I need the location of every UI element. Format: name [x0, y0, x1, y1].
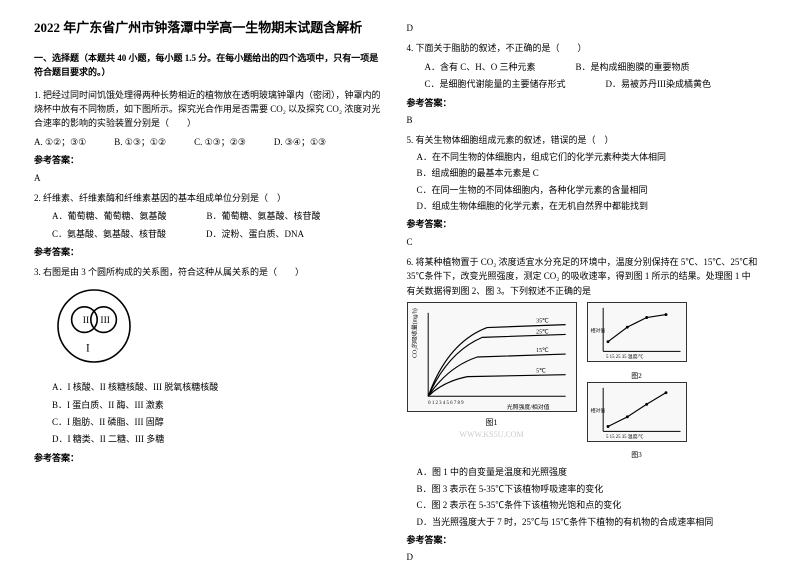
svg-text:35℃: 35℃ [536, 319, 549, 325]
venn-ii: II [83, 315, 89, 326]
svg-text:25℃: 25℃ [536, 330, 549, 336]
question-1: 1. 把经过同时间饥饿处理得两种长势相近的植物放在透明玻璃钟罩内（密闭），钟罩内… [34, 88, 387, 185]
question-5: 5. 有关生物体细胞组成元素的叙述，错误的是（ ） A．在不同生物的体细胞内，组… [407, 133, 760, 249]
question-4: 4. 下面关于脂肪的叙述，不正确的是（ ） A．含有 C、H、O 三种元素 B．… [407, 41, 760, 127]
q2-opt-c: C．氨基酸、氨基酸、核苷酸 [52, 227, 166, 241]
svg-text:5℃: 5℃ [536, 369, 546, 375]
answer-label: 参考答案： [34, 245, 387, 259]
svg-text:15℃: 15℃ [536, 348, 549, 354]
q6-options: A．图 1 中的自变量是温度和光照强度 B．图 3 表示在 5-35℃下该植物呼… [417, 465, 760, 529]
answer-label: 参考答案： [407, 96, 760, 110]
venn-iii: III [100, 315, 110, 326]
q5-text: 5. 有关生物体细胞组成元素的叙述，错误的是（ ） [407, 133, 760, 147]
svg-text:0 1 2 3 4 5 6 7 8 9: 0 1 2 3 4 5 6 7 8 9 [428, 401, 464, 406]
watermark: WWW.KS5U.COM [407, 429, 577, 442]
chart-3-svg: 相对值 5 15 25 35 温度/℃ [587, 382, 687, 442]
q3-text: 3. 右图是由 3 个圆所构成的关系图，符合这种从属关系的是（ ） [34, 265, 387, 279]
q1-opt-a: A. ①②；③① [34, 135, 86, 149]
q5-opt-b: B．组成细胞的最基本元素是 C [417, 166, 760, 180]
q6-text: 6. 将某种植物置于 CO₂ 浓度适宜水分充足的环境中，温度分别保持在 5℃、1… [407, 255, 760, 298]
section-1-header: 一、选择题（本题共 40 小题，每小题 1.5 分。在每小题给出的四个选项中，只… [34, 51, 387, 80]
q4-opt-d: D．易被苏丹III染成橘黄色 [606, 77, 712, 91]
q5-answer: C [407, 235, 760, 249]
q6-opt-c: C．图 2 表示在 5-35℃条件下该植物光饱和点的变化 [417, 498, 760, 512]
fig2-label: 图2 [587, 371, 687, 382]
q1-answer: A [34, 171, 387, 185]
chart-2-svg: 相对值 5 15 25 35 温度/℃ [587, 302, 687, 362]
q4-options: A．含有 C、H、O 三种元素 B．是构成细胞膜的重要物质 C．是细胞代谢能量的… [425, 60, 760, 92]
svg-text:5 15 25 35 温度/℃: 5 15 25 35 温度/℃ [606, 433, 644, 440]
q2-opt-a: A．葡萄糖、葡萄糖、氨基酸 [52, 209, 167, 223]
svg-text:相对值: 相对值 [590, 327, 605, 334]
right-column: D 4. 下面关于脂肪的叙述，不正确的是（ ） A．含有 C、H、O 三种元素 … [397, 18, 770, 543]
answer-label: 参考答案： [407, 217, 760, 231]
q1-text: 1. 把经过同时间饥饿处理得两种长势相近的植物放在透明玻璃钟罩内（密闭），钟罩内… [34, 88, 387, 131]
q5-opt-c: C．在同一生物的不同体细胞内，各种化学元素的含量相同 [417, 183, 760, 197]
fig3-label: 图3 [587, 450, 687, 461]
q2-options: A．葡萄糖、葡萄糖、氨基酸 B．葡萄糖、氨基酸、核苷酸 C．氨基酸、氨基酸、核苷… [52, 209, 387, 241]
q3-answer: D [407, 21, 760, 35]
exam-title: 2022 年广东省广州市钟落潭中学高一生物期末试题含解析 [34, 18, 387, 39]
chart-1-svg: CO₂的吸收量(mg/h) 35℃ 25℃ 15℃ 5℃ 0 1 2 3 4 5… [407, 302, 577, 412]
q4-opt-b: B．是构成细胞膜的重要物质 [576, 60, 690, 74]
q6-opt-a: A．图 1 中的自变量是温度和光照强度 [417, 465, 760, 479]
chart-side-figures: 相对值 5 15 25 35 温度/℃ 图2 相对值 5 15 [587, 302, 687, 461]
answer-label: 参考答案： [34, 153, 387, 167]
q1-opt-d: D. ③④；①③ [274, 135, 326, 149]
answer-label: 参考答案： [34, 451, 387, 465]
q2-opt-b: B．葡萄糖、氨基酸、核苷酸 [207, 209, 321, 223]
q5-opt-d: D．组成生物体细胞的化学元素，在无机自然界中都能找到 [417, 199, 760, 213]
q3-opt-a: A．I 核酸、II 核糖核酸、III 脱氧核糖核酸 [52, 380, 387, 394]
q3-options: A．I 核酸、II 核糖核酸、III 脱氧核糖核酸 B．I 蛋白质、II 酶、I… [52, 380, 387, 447]
q6-opt-b: B．图 3 表示在 5-35℃下该植物呼吸速率的变化 [417, 482, 760, 496]
venn-i: I [86, 342, 90, 354]
answer-label: 参考答案： [407, 533, 760, 547]
q2-opt-d: D．淀粉、蛋白质、DNA [206, 227, 304, 241]
q4-opt-a: A．含有 C、H、O 三种元素 [425, 60, 536, 74]
question-6: 6. 将某种植物置于 CO₂ 浓度适宜水分充足的环境中，温度分别保持在 5℃、1… [407, 255, 760, 565]
q6-answer: D [407, 550, 760, 564]
q6-opt-d: D．当光照强度大于 7 时，25℃与 15℃条件下植物的有机物的合成速率相同 [417, 515, 760, 529]
q5-options: A．在不同生物的体细胞内，组成它们的化学元素种类大体相同 B．组成细胞的最基本元… [417, 150, 760, 214]
svg-text:CO₂的吸收量(mg/h): CO₂的吸收量(mg/h) [410, 308, 418, 358]
q1-opt-c: C. ①③；②③ [194, 135, 246, 149]
q5-opt-a: A．在不同生物的体细胞内，组成它们的化学元素种类大体相同 [417, 150, 760, 164]
q4-text: 4. 下面关于脂肪的叙述，不正确的是（ ） [407, 41, 760, 55]
q3-opt-c: C．I 脂肪、II 磷脂、III 固醇 [52, 415, 387, 429]
q2-text: 2. 纤维素、纤维素酶和纤维素基因的基本组成单位分别是（ ） [34, 191, 387, 205]
q4-answer: B [407, 113, 760, 127]
svg-text:5 15 25 35 温度/℃: 5 15 25 35 温度/℃ [606, 353, 644, 360]
svg-text:光照强度/相对值: 光照强度/相对值 [506, 403, 549, 411]
question-2: 2. 纤维素、纤维素酶和纤维素基因的基本组成单位分别是（ ） A．葡萄糖、葡萄糖… [34, 191, 387, 260]
q1-options: A. ①②；③① B. ①③；①② C. ①③；②③ D. ③④；①③ [34, 135, 387, 149]
q3-opt-d: D．I 糖类、II 二糖、III 多糖 [52, 432, 387, 446]
fig1-label: 图1 [407, 417, 577, 430]
q4-opt-c: C．是细胞代谢能量的主要储存形式 [425, 77, 566, 91]
question-3: 3. 右图是由 3 个圆所构成的关系图，符合这种从属关系的是（ ） II III… [34, 265, 387, 465]
q3-opt-b: B．I 蛋白质、II 酶、III 激素 [52, 398, 387, 412]
svg-text:相对值: 相对值 [590, 407, 605, 414]
q6-charts: CO₂的吸收量(mg/h) 35℃ 25℃ 15℃ 5℃ 0 1 2 3 4 5… [407, 302, 760, 461]
chart-figure-1: CO₂的吸收量(mg/h) 35℃ 25℃ 15℃ 5℃ 0 1 2 3 4 5… [407, 302, 577, 442]
left-column: 2022 年广东省广州市钟落潭中学高一生物期末试题含解析 一、选择题（本题共 4… [24, 18, 397, 543]
q1-opt-b: B. ①③；①② [114, 135, 166, 149]
venn-diagram: II III I [54, 286, 134, 366]
